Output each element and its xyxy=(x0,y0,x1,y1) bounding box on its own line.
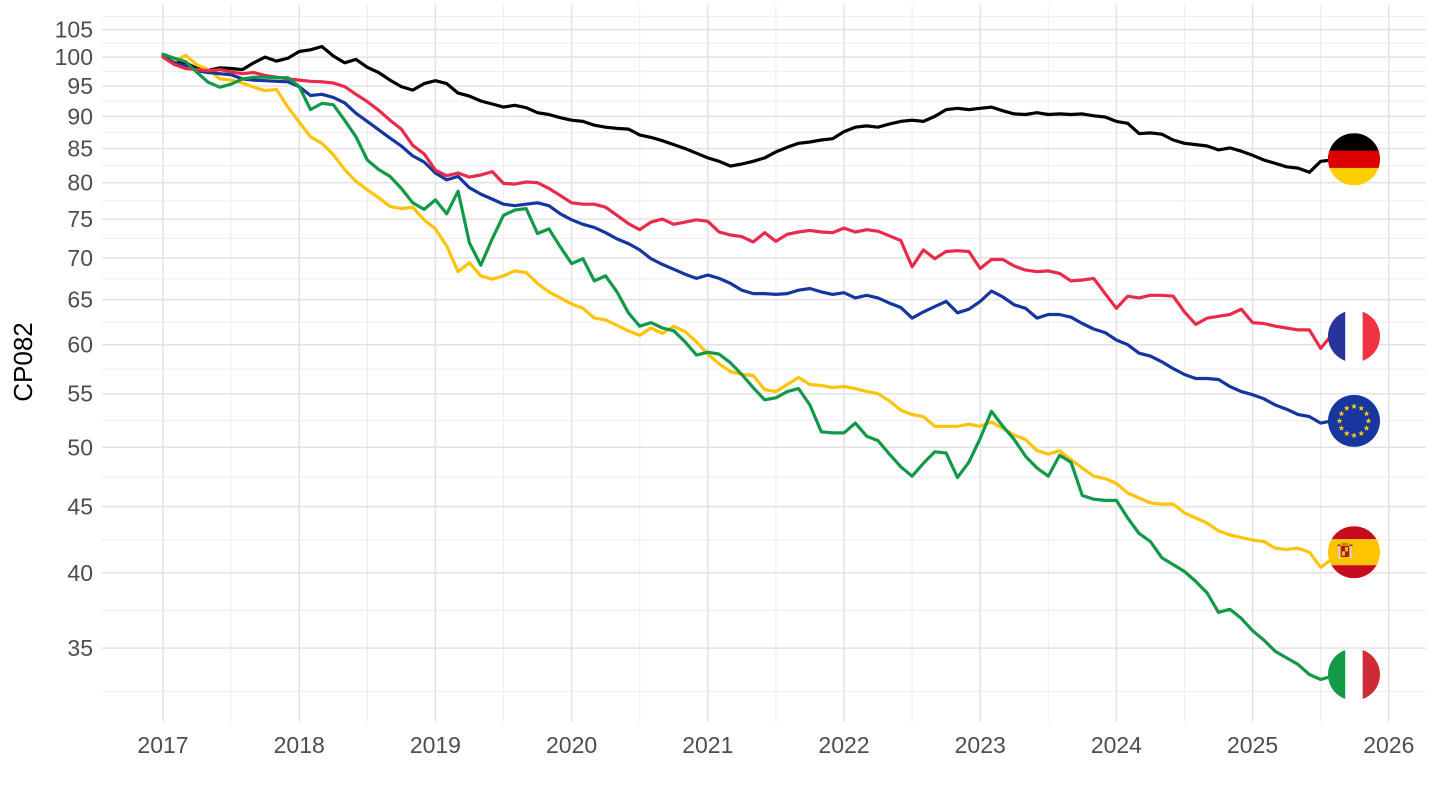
flag-germany-icon xyxy=(1328,133,1380,186)
series-lines xyxy=(161,44,1334,682)
x-tick-label: 2021 xyxy=(682,732,733,758)
series-line-france xyxy=(161,55,1334,350)
x-tick-label: 2018 xyxy=(274,732,325,758)
series-line-spain xyxy=(161,53,1334,569)
x-tick-label: 2017 xyxy=(137,732,188,758)
series-line-european-union xyxy=(161,54,1334,425)
flag-spain-icon xyxy=(1328,526,1380,579)
y-tick-label: 95 xyxy=(67,73,93,99)
y-tick-label: 45 xyxy=(67,494,93,520)
y-tick-label: 60 xyxy=(67,332,93,358)
flag-italy-icon xyxy=(1328,648,1380,701)
y-tick-label: 100 xyxy=(55,44,93,70)
y-tick-label: 80 xyxy=(67,170,93,196)
y-tick-label: 70 xyxy=(67,245,93,271)
y-tick-label: 35 xyxy=(67,635,93,661)
y-tick-label: 90 xyxy=(67,103,93,129)
gridlines xyxy=(102,5,1426,722)
series-line-italy xyxy=(161,52,1334,682)
y-tick-label: 75 xyxy=(67,206,93,232)
y-axis-title: CP082 xyxy=(8,322,38,402)
x-tick-label: 2023 xyxy=(955,732,1006,758)
flag-european-union-icon xyxy=(1328,394,1380,447)
y-tick-label: 85 xyxy=(67,136,93,162)
y-tick-label: 65 xyxy=(67,287,93,313)
x-tick-label: 2024 xyxy=(1091,732,1142,758)
y-tick-label: 40 xyxy=(67,560,93,586)
flag-france-icon xyxy=(1328,310,1380,363)
x-tick-label: 2025 xyxy=(1227,732,1278,758)
x-tick-label: 2022 xyxy=(818,732,869,758)
y-tick-label: 55 xyxy=(67,381,93,407)
y-tick-label: 105 xyxy=(55,17,93,43)
x-tick-label: 2019 xyxy=(410,732,461,758)
series-line-germany xyxy=(161,44,1334,174)
x-tick-label: 2026 xyxy=(1363,732,1414,758)
flag-markers xyxy=(1328,133,1380,701)
x-tick-label: 2020 xyxy=(546,732,597,758)
y-tick-label: 50 xyxy=(67,434,93,460)
